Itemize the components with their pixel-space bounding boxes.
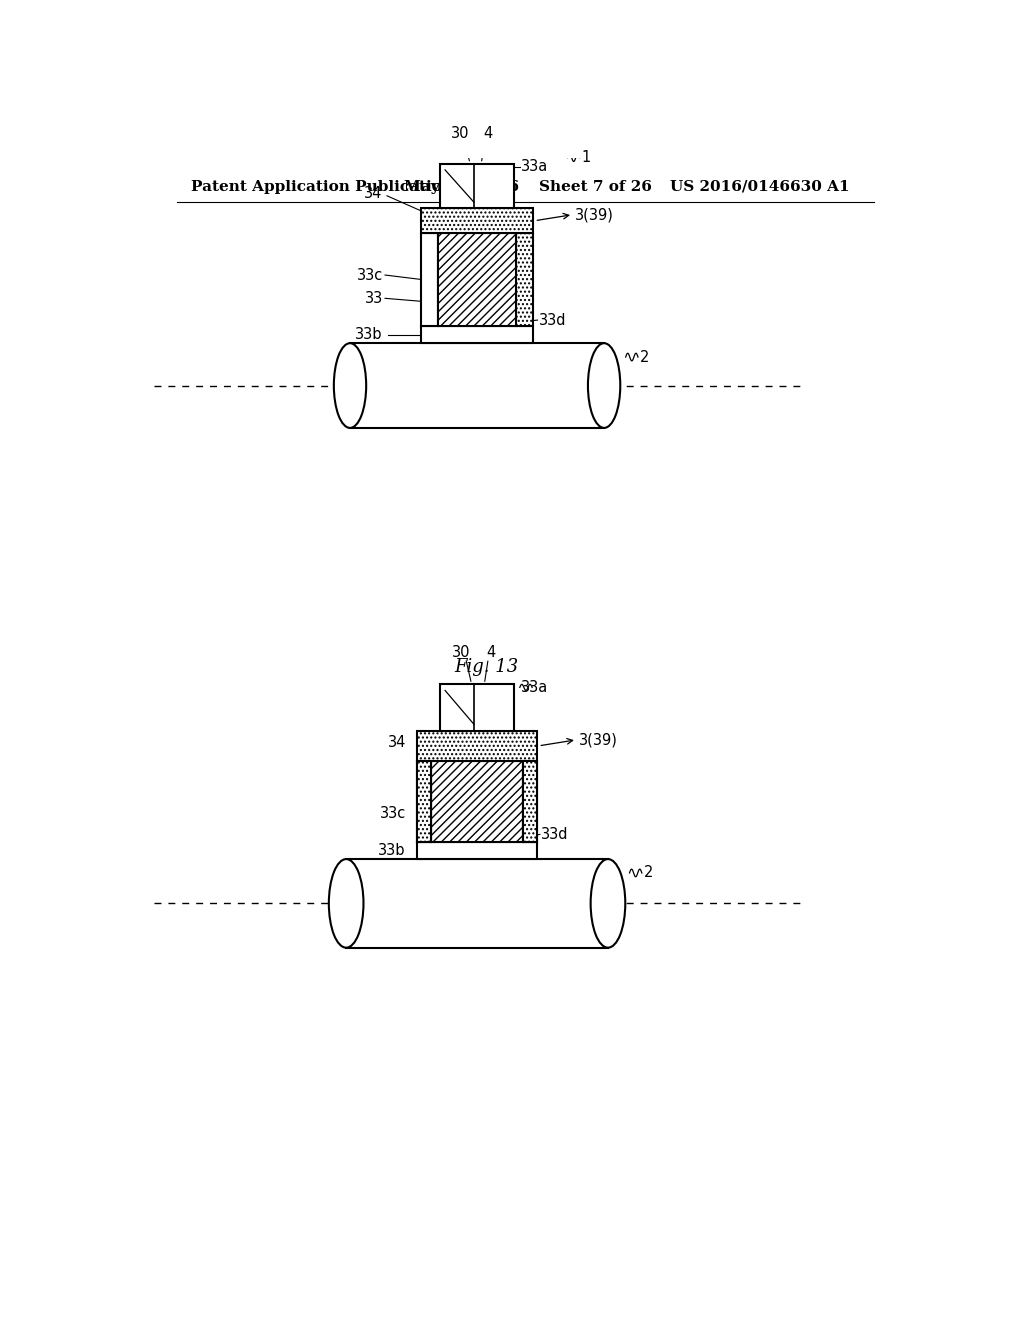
Ellipse shape bbox=[588, 343, 621, 428]
Bar bbox=[438, 234, 516, 326]
Bar bbox=[431, 762, 523, 842]
Text: 33a: 33a bbox=[521, 680, 549, 694]
Text: May 26, 2016: May 26, 2016 bbox=[403, 180, 519, 194]
Text: 33a: 33a bbox=[521, 160, 549, 174]
Ellipse shape bbox=[334, 343, 367, 428]
Text: Fig. 12: Fig. 12 bbox=[454, 230, 518, 248]
Text: 30: 30 bbox=[451, 125, 469, 141]
Text: 30: 30 bbox=[453, 644, 471, 660]
Text: Sheet 7 of 26: Sheet 7 of 26 bbox=[539, 180, 651, 194]
Text: 2: 2 bbox=[640, 350, 649, 364]
Bar bbox=[418, 842, 537, 859]
Bar bbox=[440, 164, 514, 209]
Text: 34: 34 bbox=[387, 734, 406, 750]
Bar bbox=[421, 209, 532, 234]
Text: 33d: 33d bbox=[542, 826, 569, 842]
Text: US 2016/0146630 A1: US 2016/0146630 A1 bbox=[670, 180, 849, 194]
Text: 33d: 33d bbox=[539, 313, 566, 327]
Bar bbox=[418, 730, 537, 762]
Text: 33c: 33c bbox=[356, 268, 383, 282]
Bar bbox=[418, 762, 431, 842]
Text: 4: 4 bbox=[483, 125, 493, 141]
Text: 33: 33 bbox=[365, 290, 383, 306]
Text: 3(39): 3(39) bbox=[575, 207, 614, 222]
Text: Fig. 13: Fig. 13 bbox=[454, 657, 518, 676]
Bar bbox=[523, 762, 537, 842]
Bar bbox=[516, 234, 532, 326]
Text: 2: 2 bbox=[643, 866, 652, 880]
Text: 4: 4 bbox=[486, 644, 496, 660]
Text: 34: 34 bbox=[365, 186, 383, 201]
Text: 33b: 33b bbox=[378, 843, 406, 858]
Text: Patent Application Publication: Patent Application Publication bbox=[190, 180, 453, 194]
Bar bbox=[421, 326, 532, 343]
Text: 33c: 33c bbox=[380, 807, 406, 821]
Text: 3(39): 3(39) bbox=[580, 733, 617, 747]
Bar bbox=[440, 684, 514, 730]
Text: 33b: 33b bbox=[355, 327, 383, 342]
Bar bbox=[346, 859, 608, 948]
Text: 1: 1 bbox=[582, 150, 591, 165]
Bar bbox=[350, 343, 604, 428]
Text: 33: 33 bbox=[419, 791, 437, 805]
Bar bbox=[421, 234, 438, 326]
Ellipse shape bbox=[591, 859, 626, 948]
Bar bbox=[418, 762, 431, 842]
Bar bbox=[523, 762, 537, 842]
Ellipse shape bbox=[329, 859, 364, 948]
